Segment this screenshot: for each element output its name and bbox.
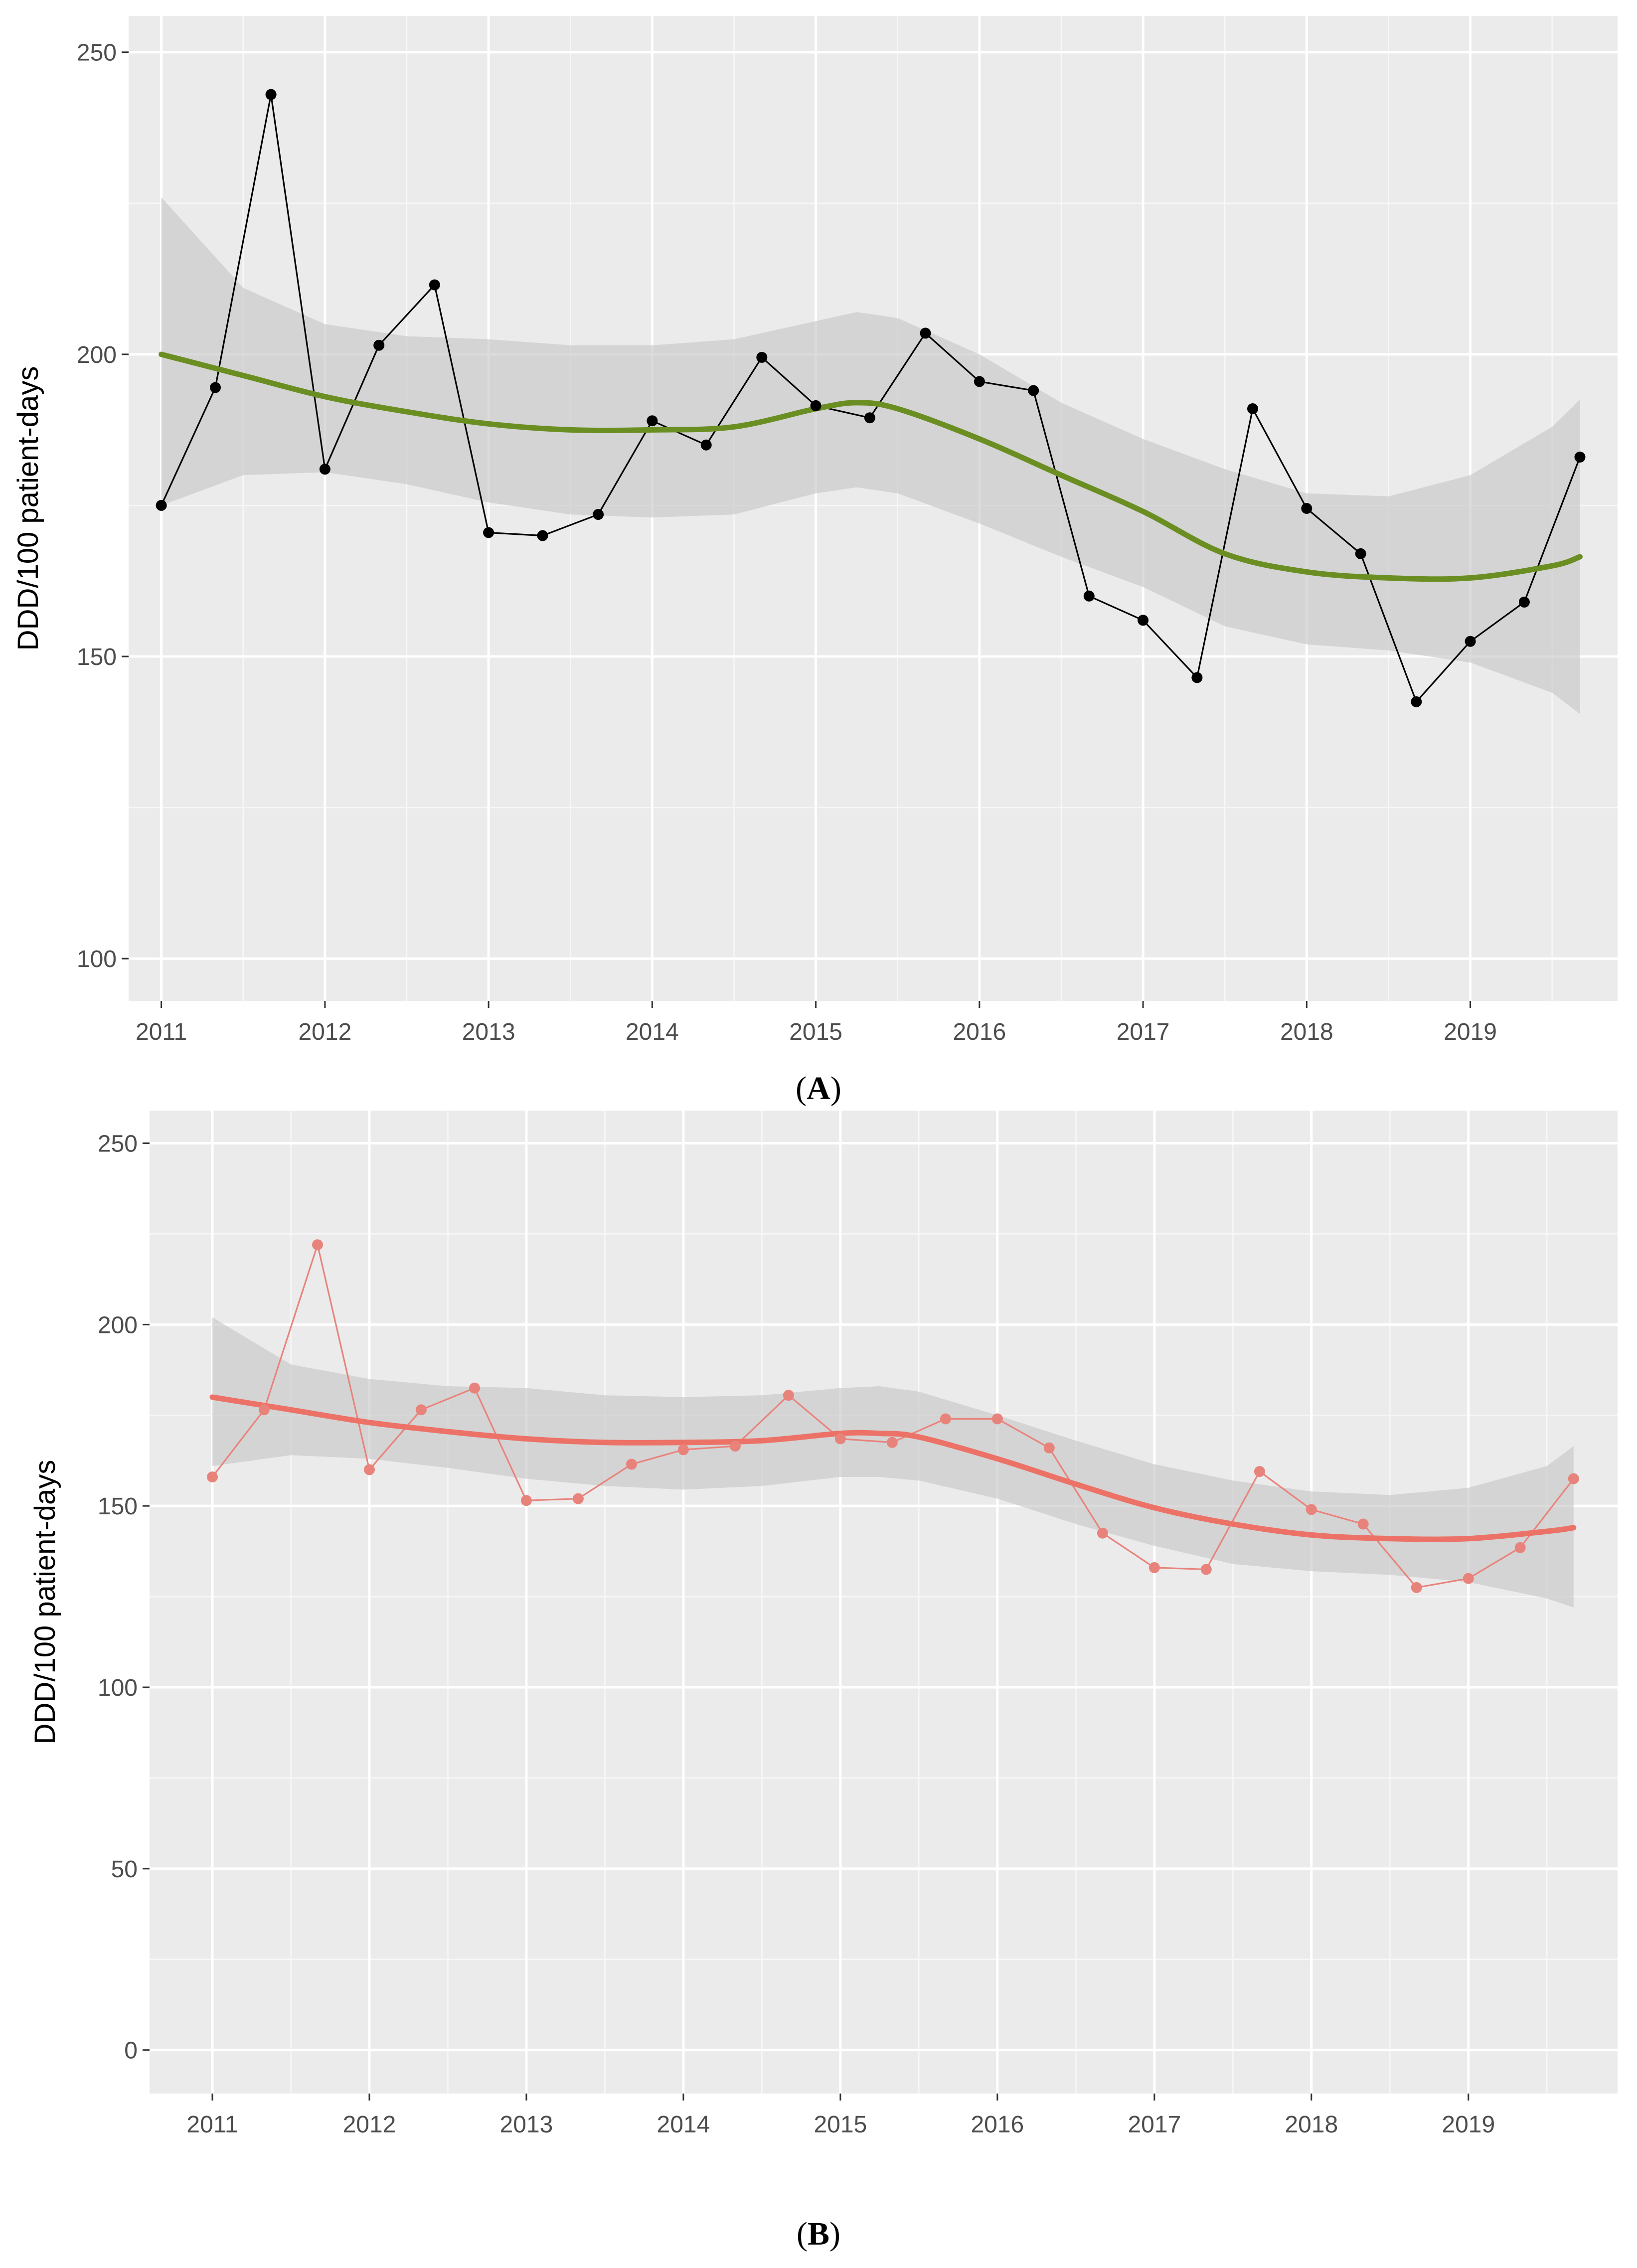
data-point: [1574, 452, 1586, 463]
data-point: [1357, 1518, 1369, 1530]
data-point: [429, 279, 440, 291]
y-axis-title: DDD/100 patient-days: [12, 366, 44, 651]
data-point: [1514, 1542, 1526, 1553]
data-point: [920, 327, 931, 339]
data-point: [469, 1382, 480, 1394]
chart-panel-b: 2011 2012 2013 2014 2015 2016 2017 2018 2019 0 50 1…: [29, 1111, 1618, 2138]
chart-panel-a: 2011 2012 2013 2014 2015 2016 2017 2018 2019 100 1…: [12, 16, 1618, 1045]
data-point: [312, 1239, 323, 1251]
x-tick-label: 2018: [1280, 1019, 1333, 1045]
panel-label-a: (A): [796, 1070, 841, 1107]
data-point: [156, 499, 167, 511]
y-tick-label: 50: [111, 1856, 138, 1883]
data-point: [210, 382, 221, 393]
x-tick-label: 2019: [1442, 2111, 1495, 2138]
confidence-band: [212, 1317, 1574, 1608]
data-point: [520, 1495, 532, 1506]
panel-label-b-letter: B: [808, 2216, 829, 2252]
data-point: [1083, 590, 1095, 602]
plot-background: [150, 1111, 1618, 2094]
y-tick-label: 200: [77, 342, 117, 368]
x-tick-label: 2017: [1128, 2111, 1181, 2138]
x-tick-label: 2013: [500, 2111, 553, 2138]
data-point: [1148, 1562, 1160, 1573]
data-point: [415, 1404, 427, 1416]
data-point: [864, 412, 875, 424]
data-point: [1097, 1527, 1108, 1539]
data-point: [626, 1458, 637, 1470]
data-point: [886, 1437, 898, 1448]
data-point: [834, 1433, 846, 1445]
data-point: [1254, 1466, 1265, 1477]
data-point: [677, 1444, 689, 1456]
data-point: [572, 1493, 584, 1504]
data-point: [1568, 1473, 1579, 1484]
x-tick-label: 2015: [789, 1019, 842, 1045]
data-point: [207, 1471, 218, 1482]
data-point: [364, 1464, 375, 1475]
data-point: [1463, 1573, 1474, 1584]
y-axis-title: DDD/100 patient-days: [29, 1460, 61, 1745]
data-point: [1301, 503, 1312, 514]
panel-label-b: (B): [797, 2216, 840, 2252]
x-tick-label: 2017: [1117, 1019, 1170, 1045]
data-point: [729, 1441, 741, 1452]
x-tick-label: 2016: [953, 1019, 1006, 1045]
x-tick-label: 2012: [298, 1019, 351, 1045]
smooth-trend-line: [209, 1394, 1577, 1542]
data-point: [1306, 1504, 1317, 1515]
x-tick-label: 2014: [626, 1019, 679, 1045]
data-point: [319, 464, 330, 475]
data-point: [1200, 1564, 1212, 1575]
data-point: [1355, 548, 1366, 559]
x-tick-label: 2015: [814, 2111, 867, 2138]
y-tick-label: 150: [77, 644, 117, 670]
data-point: [483, 527, 494, 538]
data-point: [1411, 1582, 1422, 1593]
x-tick-label: 2011: [136, 1019, 187, 1045]
data-point: [593, 509, 604, 520]
data-point: [1465, 636, 1476, 647]
y-tick-label: 150: [98, 1493, 138, 1520]
y-tick-label: 250: [98, 1131, 138, 1157]
y-tick-label: 250: [77, 40, 117, 66]
y-tick-label: 200: [98, 1312, 138, 1338]
data-point: [783, 1390, 794, 1401]
data-point: [537, 530, 548, 541]
x-tick-label: 2012: [343, 2111, 396, 2138]
data-point: [1138, 615, 1149, 626]
data-point: [1043, 1442, 1055, 1454]
panel-label-a-letter: A: [807, 1070, 830, 1107]
x-tick-label: 2013: [462, 1019, 515, 1045]
x-tick-label: 2014: [657, 2111, 710, 2138]
data-point: [1191, 672, 1203, 683]
data-point: [1028, 385, 1039, 396]
data-point: [991, 1413, 1003, 1425]
data-point: [1411, 696, 1422, 707]
x-tick-label: 2019: [1444, 1019, 1497, 1045]
smooth-trend-line: [159, 351, 1583, 582]
y-tick-label: 100: [77, 946, 117, 972]
x-tick-label: 2016: [971, 2111, 1024, 2138]
data-point: [265, 89, 277, 100]
data-point: [974, 376, 985, 387]
data-point: [940, 1413, 951, 1425]
data-point: [1247, 403, 1258, 414]
y-tick-label: 0: [124, 2038, 138, 2064]
data-point: [647, 415, 658, 427]
y-tick-label: 100: [98, 1675, 138, 1701]
data-point: [1518, 596, 1530, 608]
data-point: [373, 339, 385, 351]
data-point: [756, 351, 768, 363]
x-tick-label: 2018: [1285, 2111, 1338, 2138]
data-point: [700, 439, 712, 451]
x-tick-label: 2011: [186, 2111, 238, 2138]
data-point: [810, 400, 821, 411]
data-point: [258, 1404, 270, 1416]
confidence-band: [161, 197, 1580, 714]
